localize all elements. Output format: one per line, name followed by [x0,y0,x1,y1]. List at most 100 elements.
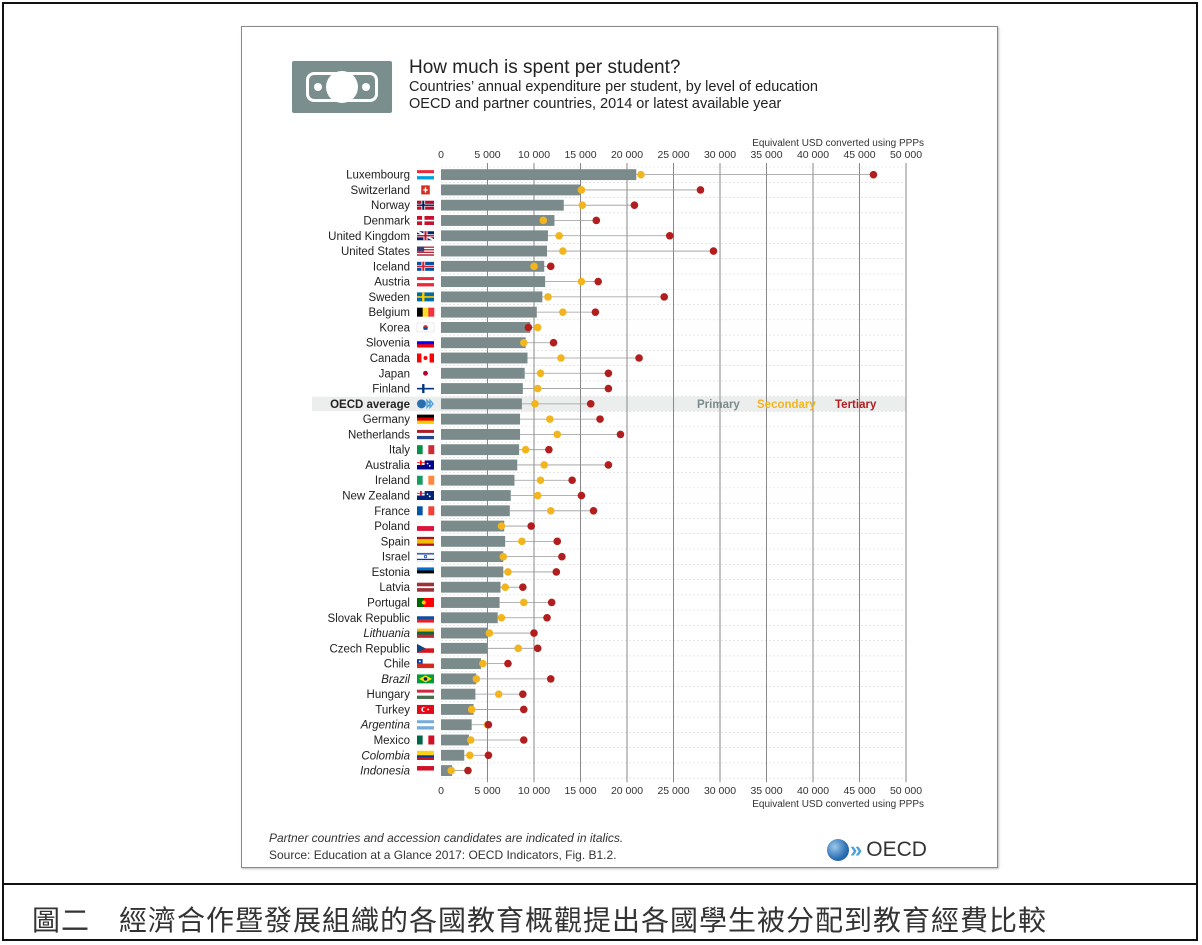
x-tick-label-bottom: 20 000 [611,785,643,797]
flag-icon [417,674,434,684]
secondary-dot [514,644,522,653]
tertiary-dot [524,323,533,332]
country-label: Hungary [367,689,411,701]
tertiary-dot [577,491,586,500]
tertiary-dot [484,720,493,729]
globe-icon [827,839,849,861]
tertiary-dot [543,613,551,622]
primary-bar [441,673,477,685]
x-tick-label-top: 50 000 [890,149,922,161]
x-axis-title-top: Equivalent USD converted using PPPs [752,138,924,149]
primary-bar [441,352,528,364]
tertiary-dot [660,293,668,301]
flag-icon [417,582,434,592]
secondary-dot [536,369,545,378]
caption-divider [4,883,1196,885]
primary-bar [441,627,488,639]
secondary-dot [559,308,567,316]
primary-bar [441,704,474,715]
tertiary-dot [504,659,512,668]
primary-bar [441,749,465,761]
country-label: Switzerland [351,185,410,197]
secondary-dot [472,675,481,683]
country-label: Israel [382,552,410,564]
x-tick-label-bottom: 0 [438,785,444,797]
country-label: Spain [381,536,410,548]
flag-icon [417,338,434,348]
x-tick-label-bottom: 5 000 [474,785,500,797]
country-label: France [374,506,410,518]
country-label: Luxembourg [346,170,410,182]
oecd-logo: » OECD [827,837,927,863]
country-label: Indonesia [360,766,410,778]
x-tick-label-top: 30 000 [704,149,736,161]
primary-bar [441,306,537,318]
primary-bar [441,215,555,226]
flag-icon [417,170,434,180]
flag-icon [417,429,434,440]
country-label: Denmark [363,215,410,227]
flag-icon [416,230,435,242]
tertiary-dot [546,675,555,683]
tertiary-dot [696,186,705,194]
secondary-dot [559,247,567,255]
oecd-logo-text: OECD [866,838,927,861]
primary-bar [441,322,531,333]
legend-item: Primary [697,399,740,411]
chart-card: How much is spent per student? Countries… [241,26,998,868]
secondary-dot [504,568,512,576]
secondary-dot [544,293,552,301]
country-label: Finland [372,384,410,396]
tertiary-dot [549,338,558,347]
flag-icon [417,521,434,531]
secondary-dot [521,445,530,454]
secondary-dot [497,522,506,530]
primary-bar [441,383,523,394]
country-label: Italy [389,445,410,457]
tertiary-dot [594,277,602,286]
country-label: Iceland [373,261,410,273]
country-label: New Zealand [342,491,410,503]
secondary-dot [546,507,555,515]
country-label: Turkey [375,704,410,716]
secondary-dot [519,338,528,347]
tertiary-dot [635,354,643,362]
flag-icon [417,460,434,470]
country-label: Canada [370,353,411,365]
primary-bar [441,245,548,257]
figure-caption: 圖二 經濟合作暨發展組織的各國教育概觀提出各國學生被分配到教育經費比較 [32,904,1048,937]
country-label: Czech Republic [329,643,410,655]
country-label: Ireland [375,475,410,487]
primary-bar [441,184,581,196]
chart-subtitle-1: Countries’ annual expenditure per studen… [409,79,818,95]
primary-bar [441,505,510,517]
flag-icon [417,398,434,410]
country-label: Brazil [381,674,410,686]
primary-bar [441,413,521,425]
primary-bar [441,490,511,501]
country-label: Korea [379,322,410,334]
flag-icon [417,292,434,302]
flag-icon [417,491,434,501]
tertiary-dot [604,461,613,469]
tertiary-dot [586,400,595,408]
flag-icon [416,551,435,562]
country-label: Germany [363,414,411,426]
flag-icon [417,475,435,485]
primary-bar [441,551,504,563]
tertiary-dot [546,262,555,271]
primary-bar [441,169,637,181]
country-label: OECD average [330,399,410,411]
x-tick-label-top: 25 000 [657,149,689,161]
secondary-dot [519,598,528,607]
x-tick-label-bottom: 35 000 [750,785,782,797]
primary-bar [441,337,526,349]
country-label: Sweden [368,292,410,304]
x-tick-label-top: 20 000 [611,149,643,161]
tertiary-dot [484,751,493,760]
primary-bar [441,642,488,654]
tertiary-dot [709,247,718,255]
chevron-icon: » [850,837,862,862]
primary-bar [441,474,515,486]
x-tick-label-bottom: 25 000 [657,785,689,797]
